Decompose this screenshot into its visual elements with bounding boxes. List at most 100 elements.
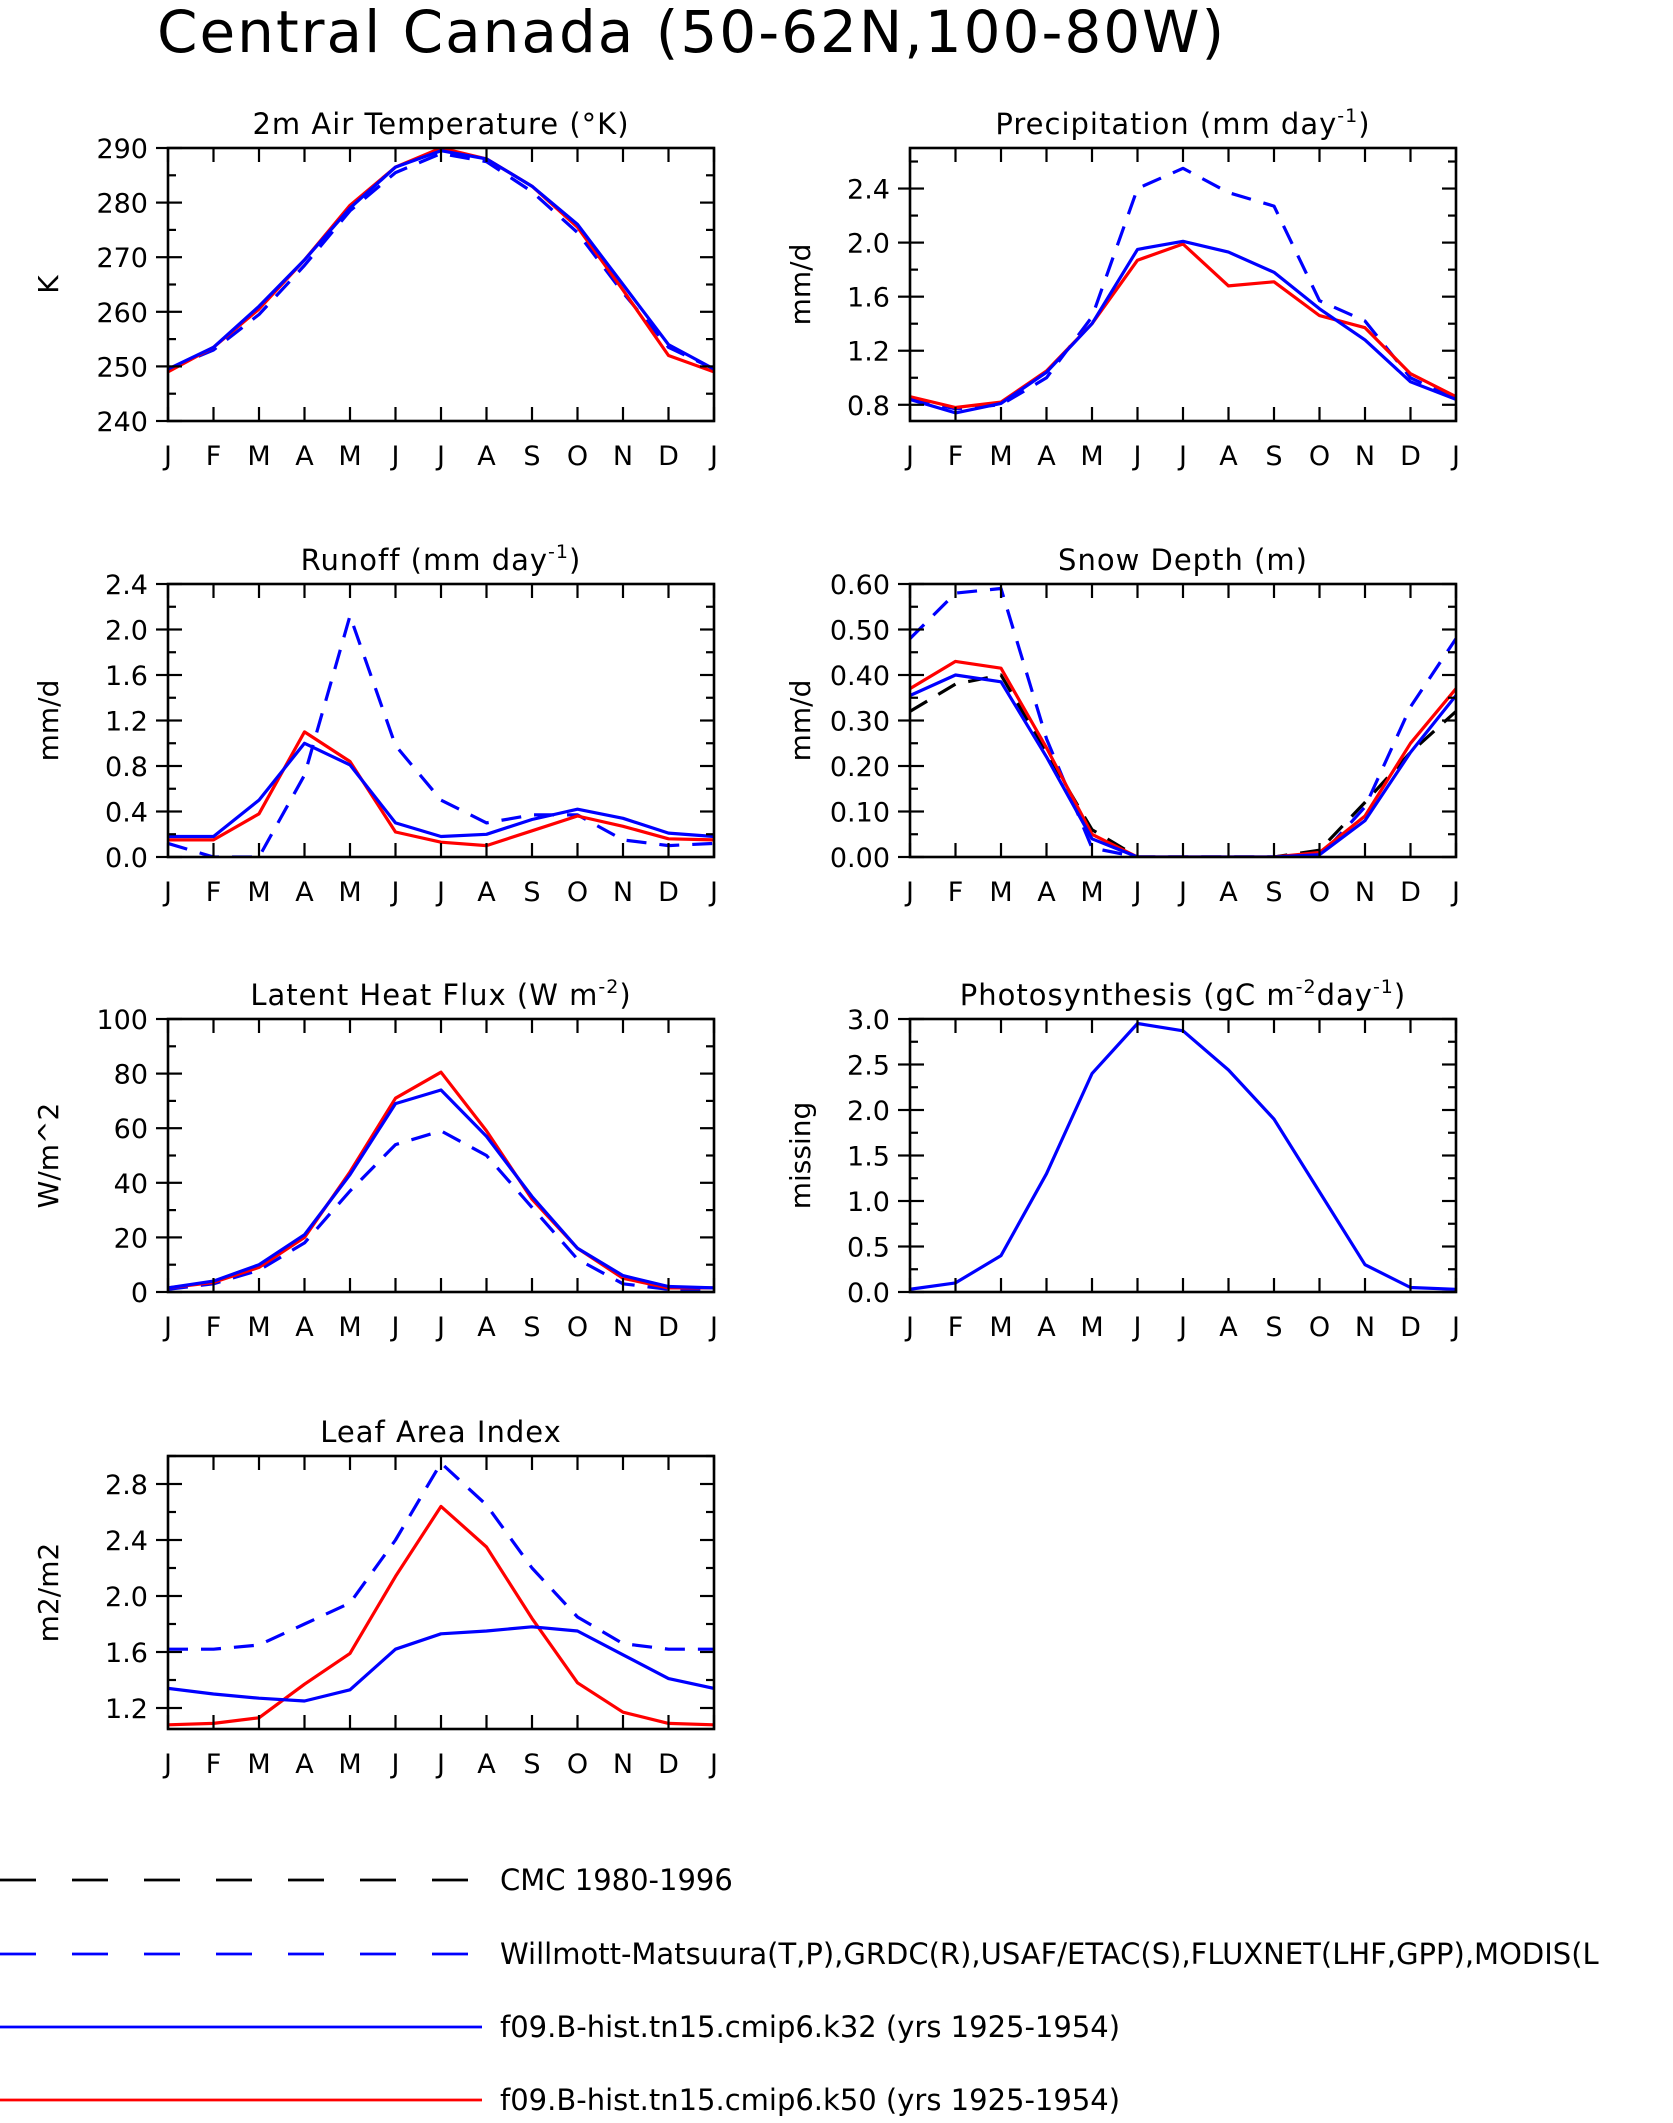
y-axis-label: K <box>32 275 65 294</box>
x-tick-label: J <box>162 1749 172 1780</box>
y-tick-label: 1.0 <box>847 1187 890 1218</box>
x-tick-label: D <box>658 441 679 472</box>
plot-frame <box>166 1017 716 1294</box>
y-tick-label: 280 <box>96 189 148 220</box>
series-line-1 <box>168 1129 714 1291</box>
y-tick-label: 100 <box>96 1005 148 1036</box>
y-tick-label: 2.0 <box>847 229 890 260</box>
x-tick-label: D <box>658 1749 679 1780</box>
series-line-2 <box>168 1070 714 1290</box>
x-tick-label: N <box>1355 1312 1375 1343</box>
x-tick-label: F <box>948 877 964 908</box>
series-line-3 <box>168 149 714 371</box>
y-tick-label: 0.40 <box>830 661 890 692</box>
series-line-1 <box>168 1461 714 1651</box>
legend-label: f09.B-hist.tn15.cmip6.k32 (yrs 1925-1954… <box>500 2010 1120 2044</box>
x-tick-label: F <box>206 877 222 908</box>
x-tick-label: F <box>206 1749 222 1780</box>
x-tick-label: N <box>613 441 633 472</box>
x-tick-label: J <box>1450 441 1460 472</box>
x-tick-label: J <box>1132 877 1142 908</box>
x-tick-label: S <box>523 441 540 472</box>
x-tick-label: A <box>1037 1312 1056 1343</box>
y-tick-label: 2.0 <box>847 1096 890 1127</box>
x-tick-label: J <box>162 1312 172 1343</box>
x-tick-label: F <box>948 441 964 472</box>
y-tick-label: 270 <box>96 243 148 274</box>
legend-item-1: CMC 1980-1996 <box>0 1863 733 1897</box>
chart-title-text: Latent Heat Flux (W m <box>250 978 598 1012</box>
x-tick-label: N <box>613 877 633 908</box>
x-tick-label: J <box>904 1312 914 1343</box>
legend-item-4: f09.B-hist.tn15.cmip6.k50 (yrs 1925-1954… <box>0 2083 1120 2117</box>
series-line-1 <box>910 166 1456 411</box>
chart-title-text: Leaf Area Index <box>320 1415 561 1449</box>
legend-label: Willmott-Matsuura(T,P),GRDC(R),USAF/ETAC… <box>500 1937 1599 1971</box>
x-tick-label: M <box>247 877 270 908</box>
y-tick-label: 2.8 <box>105 1470 148 1501</box>
series-line-3 <box>168 1088 714 1290</box>
y-tick-label: 0.8 <box>105 752 148 783</box>
x-tick-label: J <box>435 877 445 908</box>
series-group <box>168 1461 714 1727</box>
x-tick-label: O <box>1309 1312 1330 1343</box>
series-line-3 <box>910 659 1456 857</box>
y-tick-label: 0.20 <box>830 752 890 783</box>
x-tick-label: N <box>1355 441 1375 472</box>
x-tick-label: M <box>1080 441 1103 472</box>
x-tick-label: F <box>206 1312 222 1343</box>
chart-title-text: Precipitation (mm day <box>995 107 1337 141</box>
y-tick-label: 290 <box>96 134 148 165</box>
x-tick-label: A <box>1219 1312 1238 1343</box>
y-tick-label: 0.0 <box>105 843 148 874</box>
x-tick-label: M <box>247 441 270 472</box>
x-tick-label: M <box>338 441 361 472</box>
series-line-3 <box>168 1625 714 1703</box>
series-line-2 <box>910 242 1456 410</box>
x-tick-label: O <box>567 1749 588 1780</box>
x-tick-label: J <box>708 877 718 908</box>
y-tick-label: 1.2 <box>847 337 890 368</box>
x-tick-label: A <box>1037 877 1056 908</box>
x-tick-label: M <box>989 877 1012 908</box>
x-tick-label: A <box>295 1749 314 1780</box>
y-tick-label: 260 <box>96 298 148 329</box>
y-tick-label: 0.00 <box>830 843 890 874</box>
plot-frame <box>166 146 716 423</box>
y-tick-label: 2.4 <box>105 570 148 601</box>
y-tick-label: 20 <box>114 1223 148 1254</box>
x-tick-label: F <box>948 1312 964 1343</box>
x-tick-label: F <box>206 441 222 472</box>
y-tick-label: 2.4 <box>847 175 890 206</box>
x-tick-label: J <box>1450 1312 1460 1343</box>
y-tick-label: 0.4 <box>105 798 148 829</box>
x-tick-label: J <box>1450 877 1460 908</box>
x-tick-label: M <box>247 1312 270 1343</box>
x-tick-label: M <box>338 877 361 908</box>
legend-label: f09.B-hist.tn15.cmip6.k50 (yrs 1925-1954… <box>500 2083 1120 2117</box>
x-tick-label: J <box>390 877 400 908</box>
y-axis-label: missing <box>784 1102 817 1210</box>
y-tick-label: 0.30 <box>830 707 890 738</box>
x-tick-label: M <box>247 1749 270 1780</box>
plot-frame <box>908 582 1458 859</box>
x-tick-label: O <box>567 877 588 908</box>
series-line-3 <box>910 239 1456 415</box>
chart-title: Snow Depth (m) <box>1058 543 1308 577</box>
y-tick-label: 0.0 <box>847 1278 890 1309</box>
chart-title: Leaf Area Index <box>320 1415 561 1449</box>
x-tick-label: O <box>567 1312 588 1343</box>
x-tick-label: O <box>1309 877 1330 908</box>
y-tick-label: 1.2 <box>105 1694 148 1725</box>
y-axis-label: mm/d <box>784 680 817 762</box>
x-tick-label: J <box>390 1749 400 1780</box>
series-group <box>910 1021 1456 1291</box>
x-tick-label: J <box>435 1749 445 1780</box>
y-axis-label: W/m^2 <box>32 1103 65 1209</box>
x-tick-label: S <box>1265 441 1282 472</box>
legend-item-2: Willmott-Matsuura(T,P),GRDC(R),USAF/ETAC… <box>0 1937 1599 1971</box>
x-tick-label: D <box>658 1312 679 1343</box>
legend-label: CMC 1980-1996 <box>500 1863 733 1897</box>
